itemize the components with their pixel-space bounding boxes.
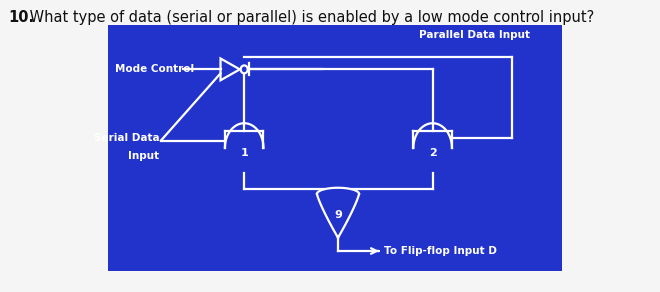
Text: 10.: 10. (9, 10, 34, 25)
Text: Mode Control: Mode Control (115, 64, 195, 74)
Polygon shape (317, 188, 359, 238)
Polygon shape (225, 123, 263, 148)
Circle shape (241, 65, 248, 73)
Polygon shape (220, 58, 240, 80)
Text: Input: Input (128, 151, 159, 161)
Text: 1: 1 (240, 148, 248, 158)
Text: Parallel Data Input: Parallel Data Input (419, 30, 530, 40)
Text: What type of data (serial or parallel) is enabled by a low mode control input?: What type of data (serial or parallel) i… (25, 10, 594, 25)
Polygon shape (413, 123, 452, 148)
FancyBboxPatch shape (108, 25, 562, 271)
Text: 2: 2 (429, 148, 436, 158)
Text: To Flip-flop Input D: To Flip-flop Input D (383, 246, 496, 256)
Text: Serial Data: Serial Data (94, 133, 159, 143)
Text: 9: 9 (334, 210, 342, 220)
